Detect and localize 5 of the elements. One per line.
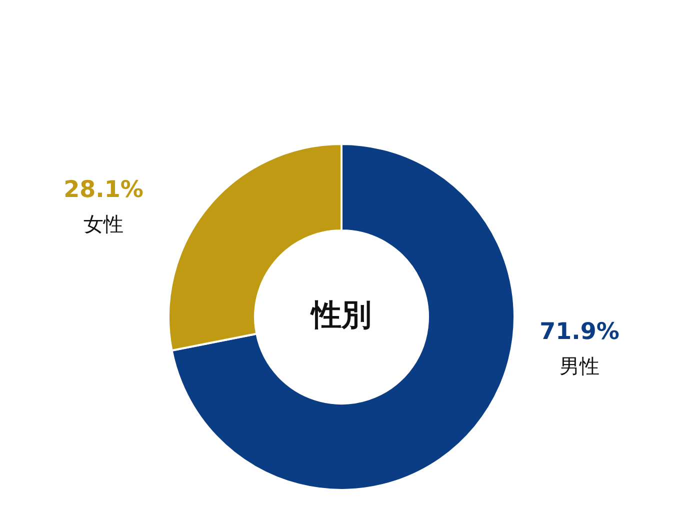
slice-label: 男性 — [560, 354, 600, 378]
data-label: 71.9% — [540, 319, 620, 345]
text: 性別 — [310, 298, 372, 333]
slice-label: 女性 — [84, 212, 124, 236]
data-label: 28.1% — [64, 177, 144, 204]
